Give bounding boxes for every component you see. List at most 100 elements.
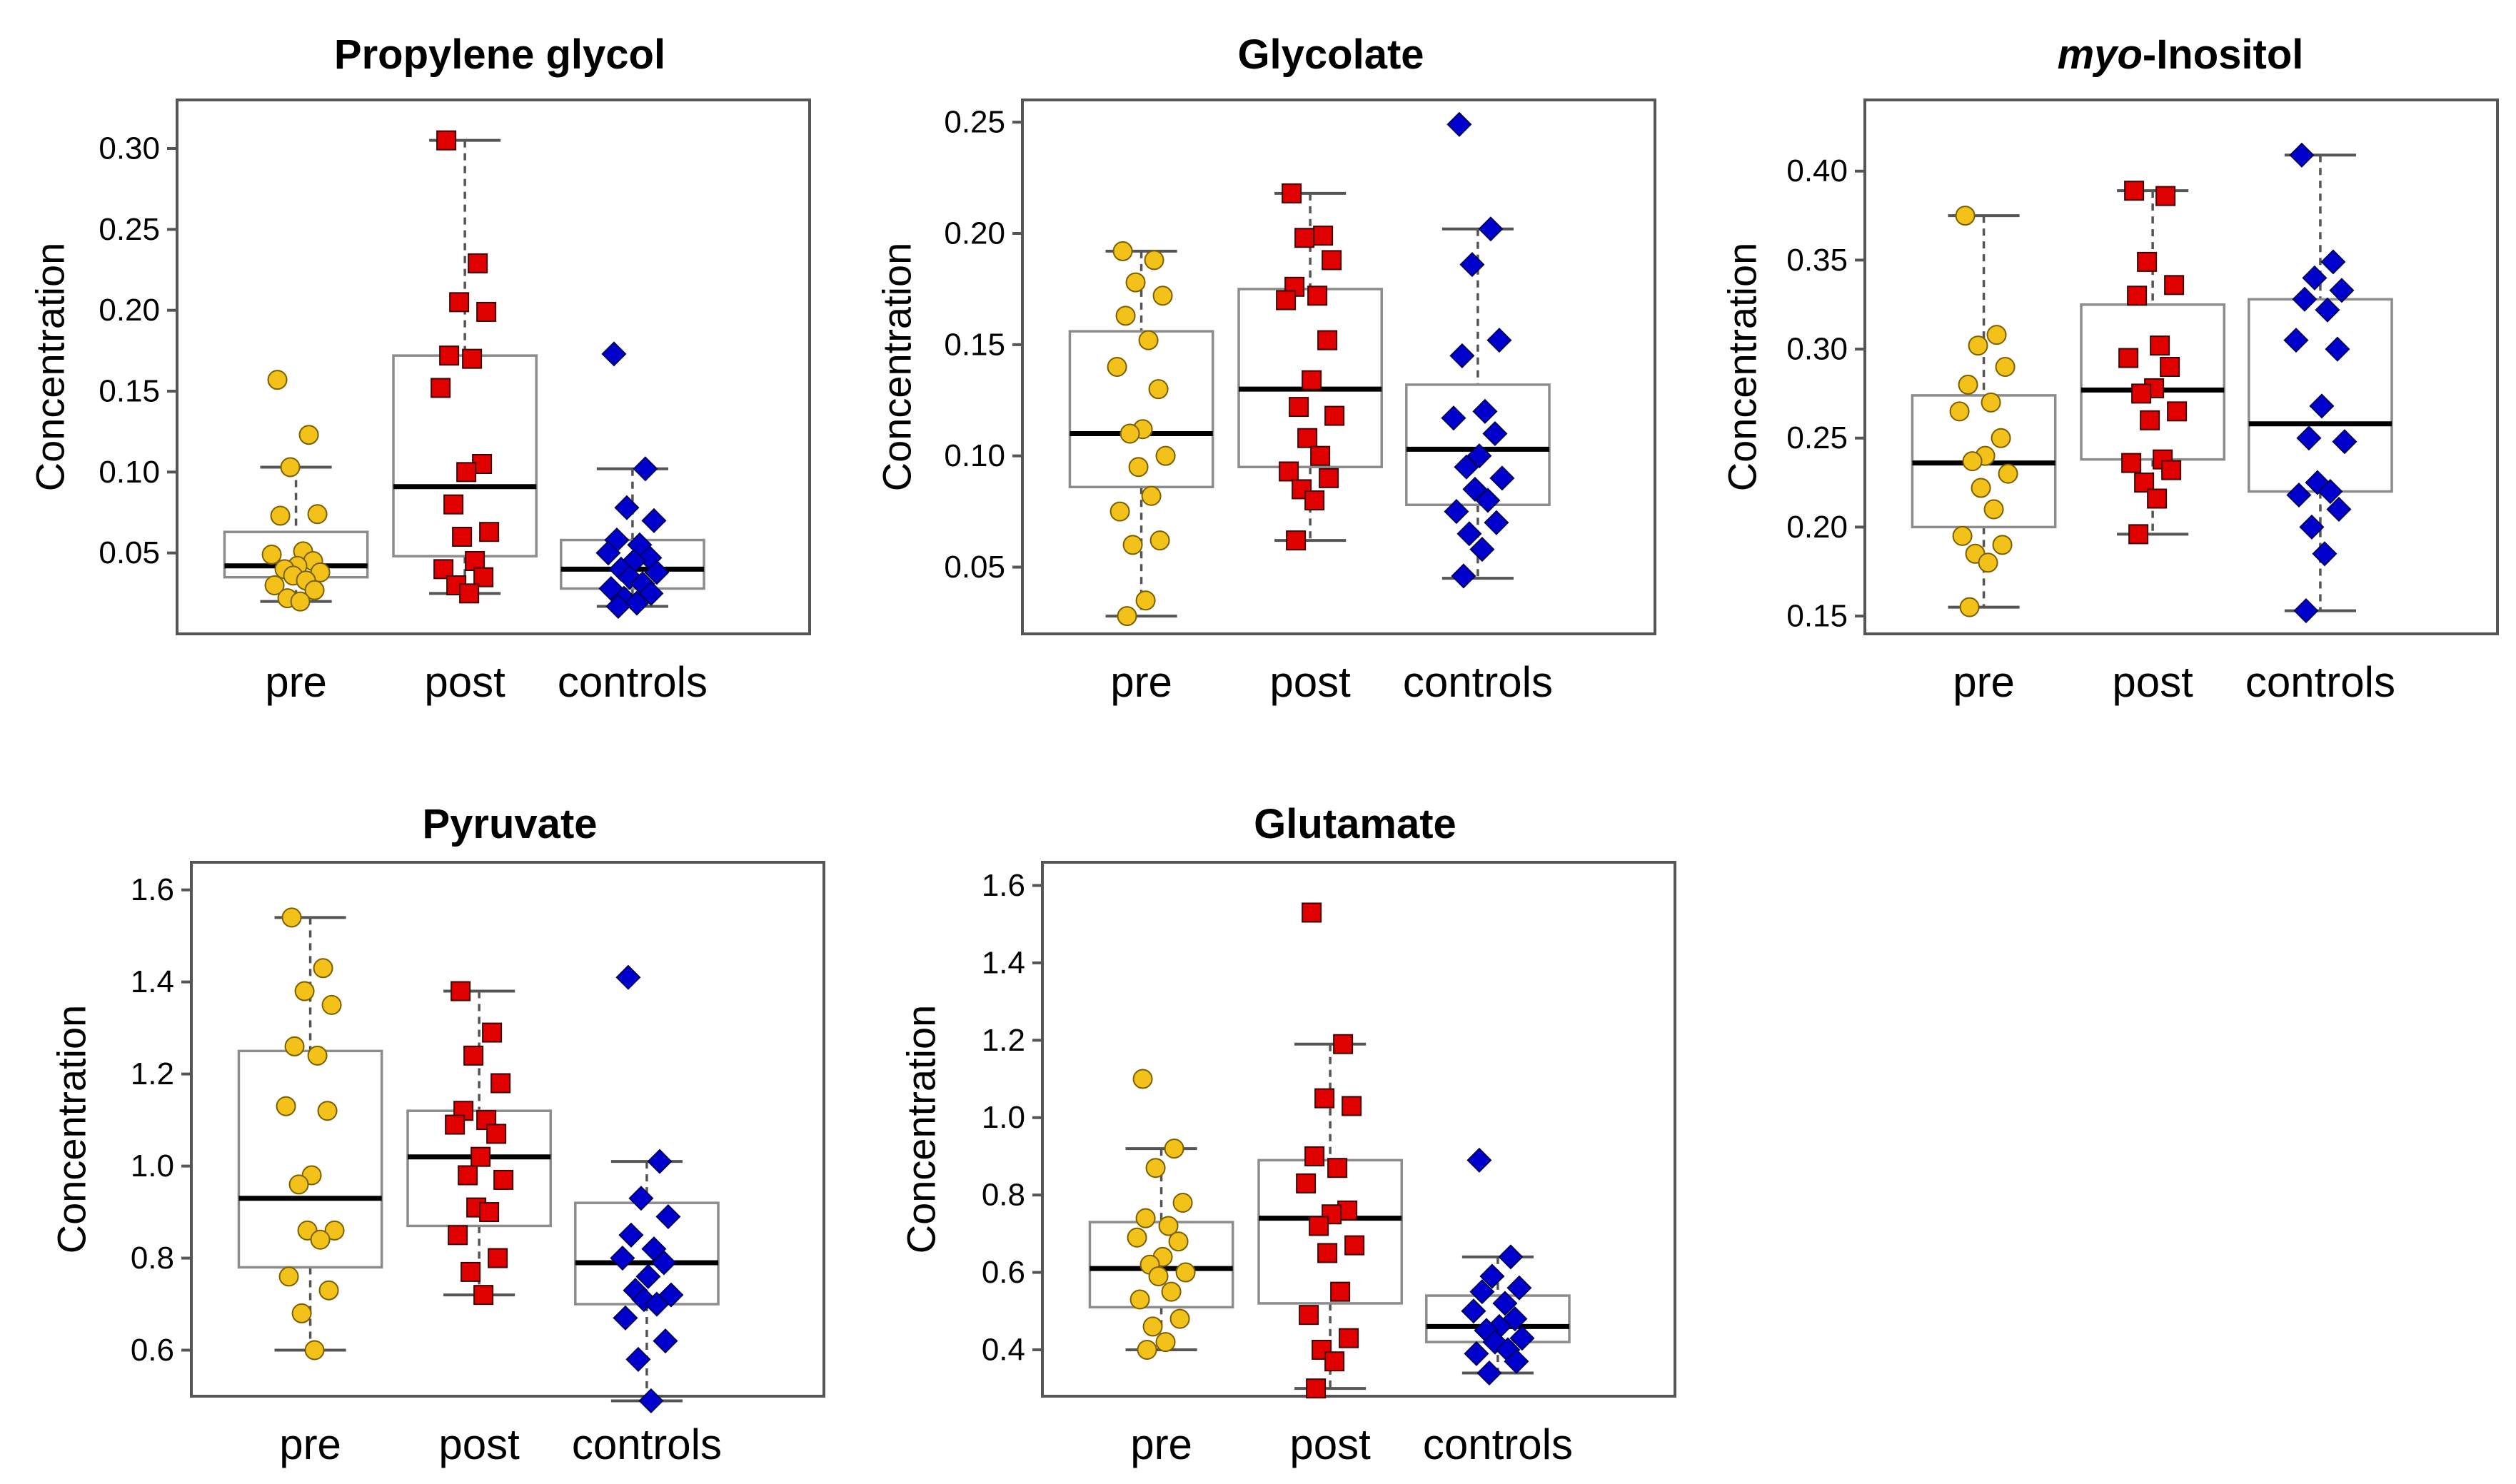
post-data-point	[471, 1146, 491, 1167]
controls-data-point	[2283, 328, 2309, 353]
pre-data-point	[324, 1220, 345, 1241]
pre-data-point	[1127, 1227, 1147, 1248]
post-data-point	[2167, 401, 2188, 422]
controls-data-point	[1486, 328, 1512, 353]
pre-data-point	[278, 1266, 299, 1287]
controls-data-point	[624, 590, 650, 616]
y-tick-label: 0.8	[982, 1178, 1025, 1213]
controls-data-point	[1451, 563, 1476, 589]
pre-data-point	[1995, 357, 2016, 377]
plot-frame	[190, 861, 825, 1398]
post-data-point	[436, 130, 457, 151]
pre-data-point	[1949, 401, 1970, 422]
controls-data-point	[1504, 1348, 1529, 1374]
y-axis-label: Concentration	[875, 243, 920, 492]
controls-data-point	[633, 456, 658, 482]
y-tick-label: 0.6	[131, 1333, 174, 1368]
panel-title: Glutamate	[1254, 801, 1456, 847]
x-tick-label-post: post	[438, 1420, 520, 1468]
controls-data-point	[1484, 510, 1509, 535]
x-tick-label-pre: pre	[279, 1420, 341, 1468]
post-data-point	[2128, 524, 2149, 545]
pre-data-point	[1129, 1289, 1150, 1310]
panel-3: myo-Inositol Concentration 0.15 0.20 0.25 0.3…	[1720, 31, 2499, 706]
panel-title: Glycolate	[1237, 31, 1424, 78]
post-data-point	[1309, 1216, 1329, 1236]
post-data-point	[1324, 405, 1345, 426]
pre-data-point	[1152, 286, 1173, 306]
pre-data-point	[1158, 1216, 1179, 1236]
controls-data-point	[2289, 142, 2315, 168]
y-tick-label: 0.20	[1786, 510, 1848, 545]
y-axis-label: Concentration	[899, 1005, 944, 1254]
pre-data-point	[1164, 1139, 1184, 1159]
pre-data-point	[1991, 428, 2011, 448]
controls-data-point	[1472, 398, 1498, 424]
controls-data-point	[628, 1186, 654, 1211]
pre-data-point	[1128, 457, 1149, 478]
pre-data-point	[261, 544, 282, 565]
post-data-point	[458, 1165, 478, 1186]
pre-data-point	[1968, 335, 1988, 356]
post-data-point	[1306, 1378, 1327, 1399]
controls-data-point	[2309, 393, 2335, 419]
post-data-point	[2127, 286, 2148, 306]
post-data-point	[1313, 226, 1334, 246]
y-tick-label: 0.10	[99, 455, 160, 490]
panel-title-italic-part: myo	[2058, 31, 2143, 78]
panel-title: myo-Inositol	[2058, 31, 2304, 78]
y-tick-label: 1.0	[131, 1149, 174, 1183]
post-data-point	[2124, 181, 2145, 201]
pre-data-point	[1175, 1262, 1196, 1283]
controls-data-point	[631, 1287, 657, 1313]
pre-data-point	[1992, 535, 2013, 555]
post-data-point	[2147, 488, 2168, 509]
controls-data-point	[1469, 537, 1495, 562]
y-tick-label: 0.8	[131, 1241, 174, 1276]
controls-data-point	[614, 495, 640, 520]
post-data-point	[476, 301, 497, 322]
pre-data-point	[276, 1096, 296, 1116]
pre-data-point	[321, 994, 342, 1015]
pre-data-point	[1135, 1208, 1156, 1228]
pre-data-point	[304, 1340, 325, 1361]
x-tick-label-post: post	[1289, 1420, 1371, 1468]
controls-data-point	[2286, 482, 2312, 508]
post-data-point	[473, 1285, 494, 1306]
pre-data-point	[1112, 241, 1133, 261]
post-data-point	[1294, 228, 1315, 248]
x-tick-label-controls: controls	[1403, 658, 1553, 706]
pre-data-point	[1122, 535, 1143, 555]
pre-data-point	[1144, 250, 1164, 271]
pre-data-point	[1971, 478, 1991, 498]
post-data-point	[1302, 370, 1322, 390]
y-tick-label: 0.25	[944, 105, 1005, 140]
y-tick-label: 0.20	[99, 293, 160, 328]
y-tick-label: 0.6	[982, 1255, 1025, 1290]
controls-data-point	[658, 1282, 684, 1308]
pre-data-point	[1962, 451, 1983, 472]
y-tick-label: 0.35	[1786, 243, 1848, 278]
post-data-point	[1319, 468, 1339, 488]
pre-data-point	[317, 1101, 338, 1121]
pre-data-point	[1978, 552, 1998, 573]
post-data-point	[2137, 251, 2158, 272]
controls-data-point	[653, 1328, 678, 1354]
post-data-point	[443, 494, 464, 515]
controls-data-point	[644, 560, 670, 585]
pre-data-point	[270, 505, 291, 526]
pre-data-point	[310, 1229, 331, 1250]
controls-data-point	[1469, 1279, 1495, 1305]
post-data-point	[456, 462, 477, 483]
pre-data-point	[1142, 1316, 1163, 1337]
controls-data-point	[625, 1346, 651, 1372]
controls-data-point	[2292, 286, 2318, 312]
post-data-point	[461, 1261, 481, 1282]
post-data-point	[2161, 460, 2182, 480]
x-tick-label-controls: controls	[1423, 1420, 1573, 1468]
post-data-point	[1302, 902, 1322, 923]
pre-data-point	[1169, 1308, 1190, 1329]
post-data-point	[431, 378, 451, 398]
controls-data-point	[647, 1149, 673, 1174]
